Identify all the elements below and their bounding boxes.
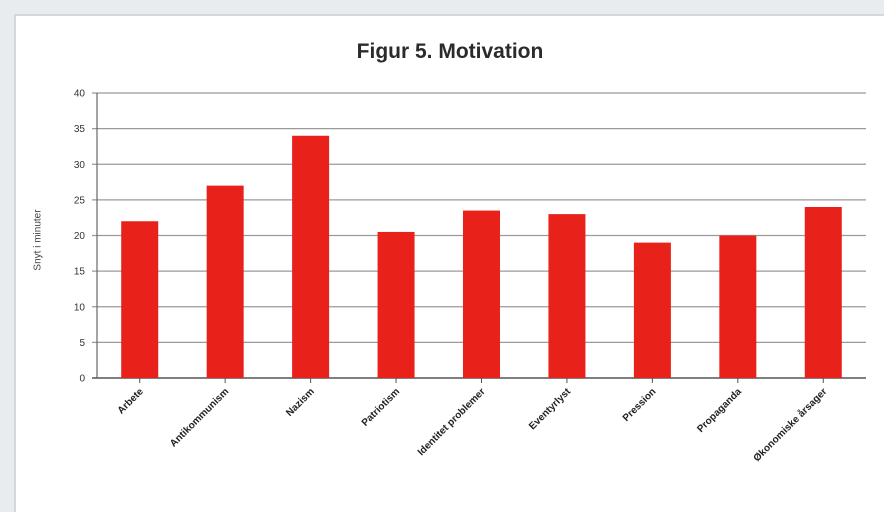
y-tick-label: 10: [74, 302, 86, 313]
y-tick-label: 35: [74, 124, 86, 135]
bar: [719, 235, 757, 378]
bar: [206, 185, 244, 378]
y-tick-label: 0: [79, 374, 85, 385]
bar: [377, 231, 415, 378]
y-tick-label: 25: [74, 195, 86, 206]
bar: [548, 214, 586, 378]
x-tick-label: Arbete: [116, 386, 146, 416]
y-tick-label: 30: [74, 160, 86, 171]
y-tick-label: 15: [74, 267, 86, 278]
bar: [463, 210, 500, 378]
x-tick-label: Eventyrlyst: [527, 386, 573, 432]
x-tick-label: Pression: [621, 386, 659, 424]
bar: [121, 221, 159, 378]
chart-title: Figur 5. Motivation: [356, 40, 544, 63]
bar: [633, 242, 671, 378]
y-tick-label: 5: [79, 338, 85, 349]
x-tick-label: Identitet problemer: [416, 386, 488, 458]
x-tick-label: Økonomiske årsager: [751, 386, 830, 465]
bar: [804, 207, 842, 378]
y-tick-label: 40: [74, 89, 86, 100]
bar: [292, 135, 330, 378]
x-tick-label: Antikommunism: [168, 386, 231, 449]
x-tick-label: Patriotism: [360, 386, 402, 428]
x-tick-label: Propaganda: [695, 386, 744, 435]
x-tick-label: Nazism: [284, 386, 317, 419]
y-tick-label: 20: [74, 231, 86, 242]
